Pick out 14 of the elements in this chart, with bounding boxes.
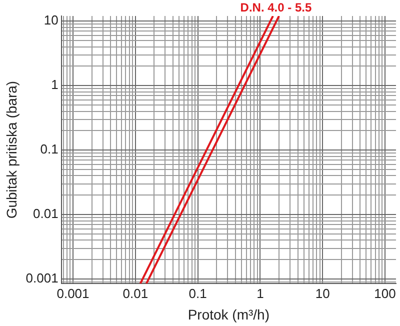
x-tick-label: 0.001 xyxy=(56,286,90,301)
y-axis-title: Gubitak pritiska (bara) xyxy=(3,80,20,219)
y-tick-label: 0.01 xyxy=(33,206,58,222)
x-tick-label: 100 xyxy=(374,286,396,301)
y-tick-label: 1 xyxy=(51,77,58,92)
x-tick-label: 0.01 xyxy=(122,286,148,301)
y-tick-label: 10 xyxy=(44,12,58,28)
x-tick-label: 10 xyxy=(315,286,330,301)
x-axis-title: Protok (m³/h) xyxy=(188,306,270,322)
x-tick-label: 0.1 xyxy=(188,286,207,301)
y-tick-label: 0.001 xyxy=(26,270,58,286)
text: D.N. 4.0 - 5.5 xyxy=(240,0,312,14)
y-tick-label: 0.1 xyxy=(40,142,58,157)
x-tick-label: 1 xyxy=(256,286,264,301)
